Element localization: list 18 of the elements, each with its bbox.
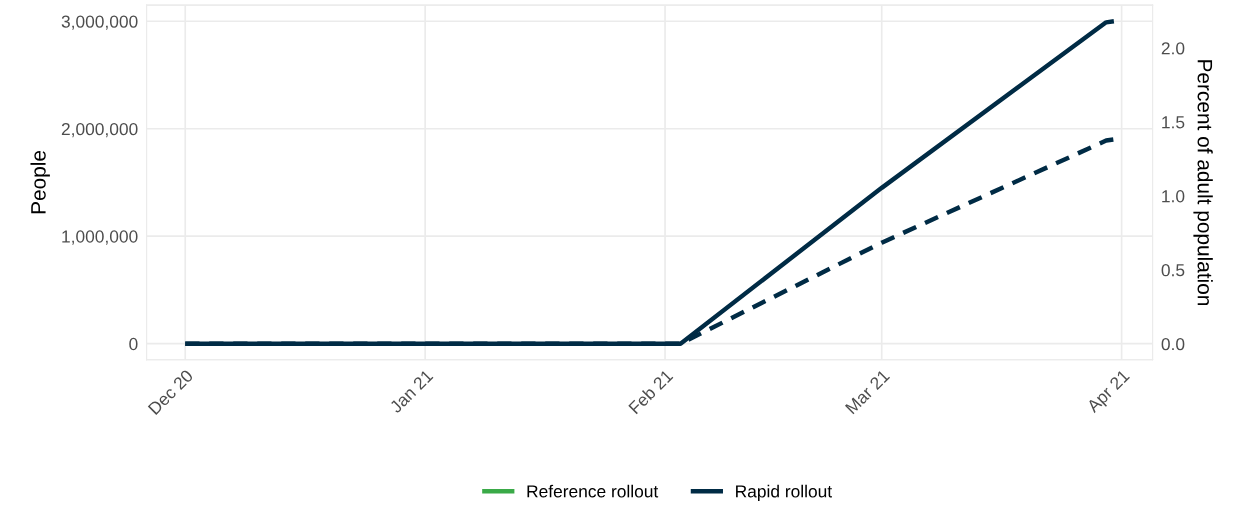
x-tick-label: Apr 21: [1085, 369, 1133, 416]
x-tick-label: Dec 20: [147, 368, 194, 416]
y-tick-label: 2,000,000: [61, 122, 138, 138]
y-tick-label: 3,000,000: [61, 15, 138, 30]
y2-tick-label: 2.0: [1161, 42, 1185, 55]
y-axis-title: People: [30, 150, 50, 214]
y2-tick-label: 0.5: [1161, 264, 1185, 277]
y2-axis-title: Percent of adult population: [1193, 60, 1213, 306]
legend-label: Reference rollout: [527, 484, 659, 498]
y2-tick-label: 0.0: [1161, 337, 1185, 351]
y-tick-label: 0: [129, 337, 138, 351]
y2-tick-label: 1.0: [1162, 190, 1185, 203]
x-tick-label: Jan 21: [388, 369, 434, 414]
y-tick-label: 1,000,000: [62, 230, 138, 245]
x-tick-label: Feb 21: [627, 368, 674, 415]
y2-tick-label: 1.5: [1162, 116, 1185, 129]
x-tick-label: Mar 21: [844, 369, 891, 415]
legend-label: Rapid rollout: [736, 484, 832, 501]
